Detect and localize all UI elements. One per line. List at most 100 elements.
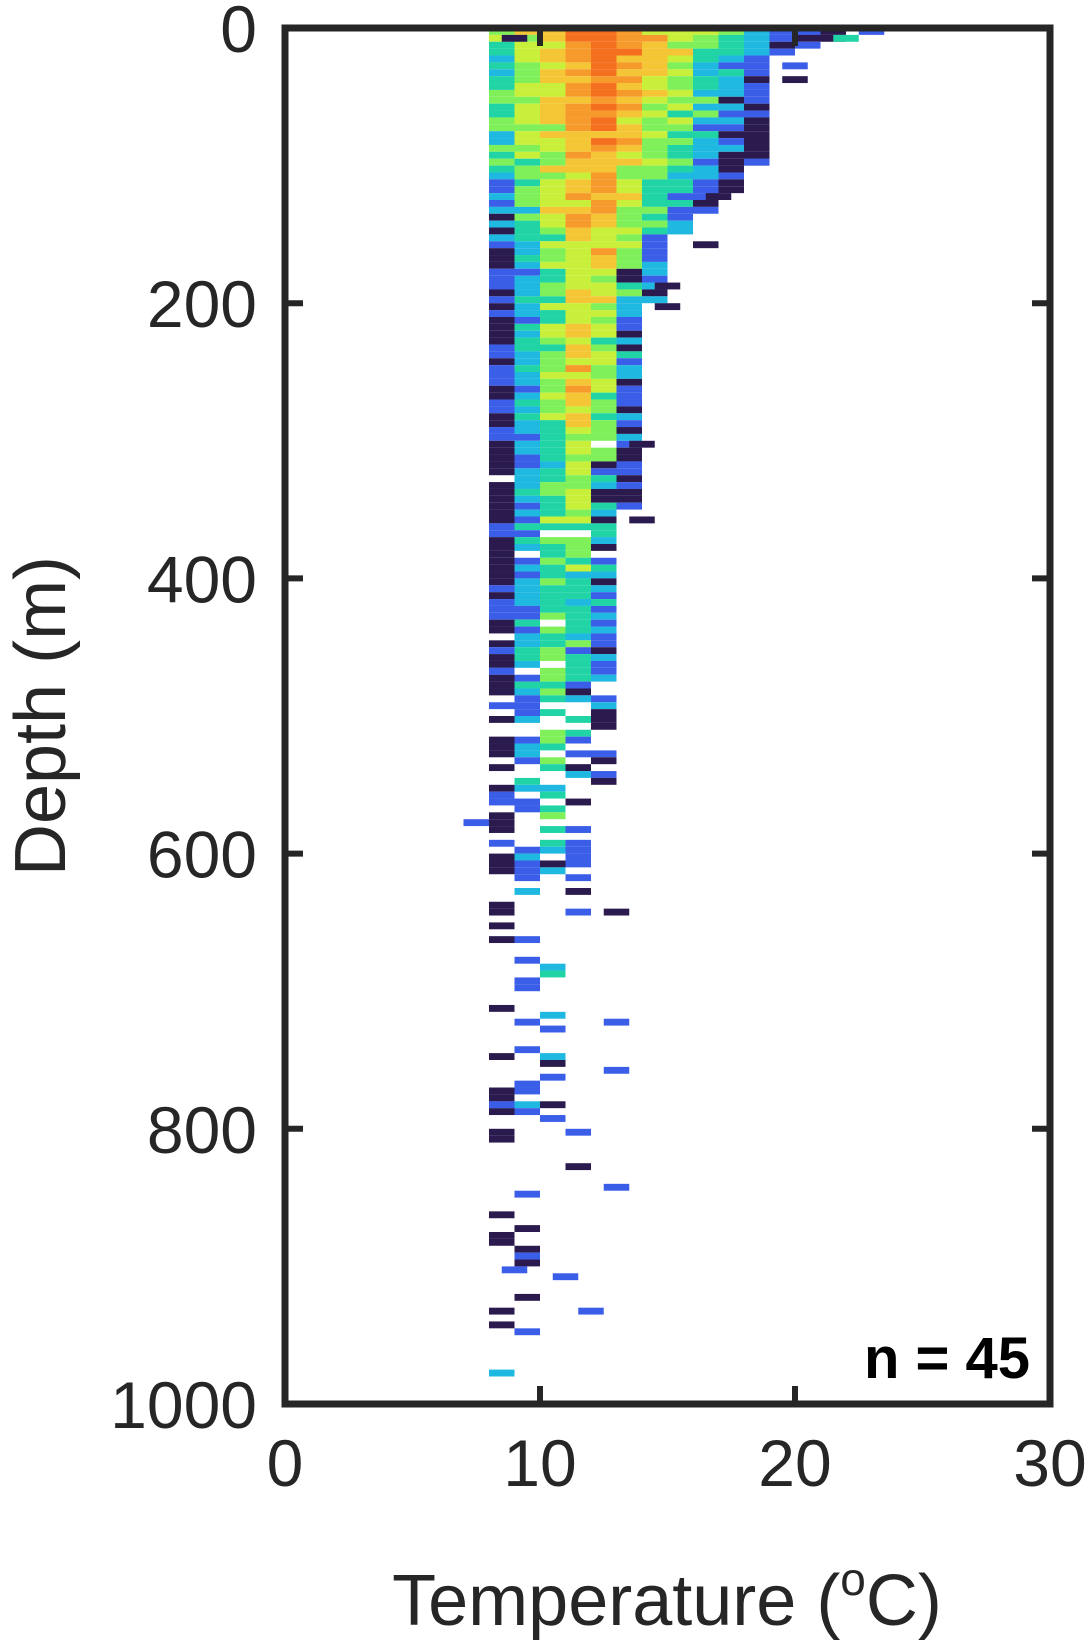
heatmap-cell xyxy=(514,131,540,139)
heatmap-cell xyxy=(667,220,693,228)
heatmap-cell xyxy=(514,482,540,489)
heatmap-cell xyxy=(540,358,566,366)
heatmap-cell xyxy=(616,275,642,283)
heatmap-cell xyxy=(565,592,591,600)
heatmap-cell xyxy=(540,585,566,593)
heatmap-cell xyxy=(565,771,591,778)
heatmap-cell xyxy=(667,48,693,56)
heatmap-cell xyxy=(718,103,744,111)
heatmap-cell xyxy=(565,516,591,524)
heatmap-cell xyxy=(693,69,719,77)
heatmap-cell xyxy=(591,757,617,765)
heatmap-cell xyxy=(693,83,719,90)
heatmap-cell xyxy=(540,461,566,469)
heatmap-cell xyxy=(514,385,540,393)
heatmap-cell xyxy=(616,330,642,338)
heatmap-cell xyxy=(616,365,642,372)
heatmap-cell xyxy=(744,124,770,132)
heatmap-cell xyxy=(540,193,566,200)
heatmap-cell xyxy=(565,83,591,90)
heatmap-cell xyxy=(514,956,540,964)
y-tick-label: 400 xyxy=(147,542,257,616)
heatmap-cell xyxy=(514,688,540,696)
heatmap-cell xyxy=(514,846,540,854)
heatmap-cell xyxy=(744,62,770,70)
heatmap-cell xyxy=(489,454,515,462)
heatmap-cell xyxy=(591,660,617,668)
heatmap-cell xyxy=(591,55,617,63)
heatmap-cell xyxy=(489,647,515,655)
heatmap-cell xyxy=(718,186,744,194)
heatmap-cell xyxy=(565,200,591,207)
heatmap-cell xyxy=(591,96,617,104)
heatmap-cell xyxy=(565,248,591,256)
heatmap-cell xyxy=(514,695,540,703)
heatmap-cell xyxy=(514,172,540,180)
heatmap-cell xyxy=(591,406,617,414)
heatmap-cell xyxy=(540,289,566,297)
heatmap-cell xyxy=(514,117,540,125)
heatmap-cell xyxy=(489,523,515,531)
heatmap-cell xyxy=(514,736,540,744)
heatmap-cell xyxy=(514,447,540,455)
heatmap-cell xyxy=(591,151,617,159)
heatmap-cell xyxy=(565,433,591,441)
y-tick-label: 600 xyxy=(147,818,257,892)
heatmap-cell xyxy=(540,303,566,311)
heatmap-cell xyxy=(591,103,617,111)
heatmap-cell xyxy=(514,750,540,758)
heatmap-cell xyxy=(514,468,540,476)
heatmap-cell xyxy=(514,599,540,606)
heatmap-cell xyxy=(489,158,515,166)
heatmap-cell xyxy=(616,310,642,317)
heatmap-cell xyxy=(514,255,540,262)
heatmap-cell xyxy=(616,433,642,441)
heatmap-cell xyxy=(540,633,566,641)
heatmap-cell xyxy=(514,1293,540,1301)
heatmap-cell xyxy=(514,193,540,200)
heatmap-cell xyxy=(514,537,540,544)
heatmap-cell xyxy=(642,34,668,42)
heatmap-cell xyxy=(514,633,540,641)
heatmap-cell xyxy=(591,523,617,531)
heatmap-cell xyxy=(591,316,617,324)
heatmap-cell xyxy=(489,234,515,242)
heatmap-cell xyxy=(591,138,617,145)
heatmap-cell xyxy=(565,172,591,180)
heatmap-cell xyxy=(642,144,668,152)
heatmap-cell xyxy=(591,213,617,221)
heatmap-cell xyxy=(565,124,591,132)
heatmap-cell xyxy=(514,248,540,256)
heatmap-cell xyxy=(565,144,591,152)
heatmap-cell xyxy=(489,819,515,827)
heatmap-cell xyxy=(489,337,515,345)
heatmap-cell xyxy=(540,316,566,324)
heatmap-cell xyxy=(540,34,566,42)
heatmap-cell xyxy=(489,413,515,421)
heatmap-cell xyxy=(540,667,566,675)
heatmap-cell xyxy=(565,488,591,496)
heatmap-cell xyxy=(616,48,642,56)
heatmap-cell xyxy=(540,1011,566,1019)
heatmap-cell xyxy=(693,34,719,42)
heatmap-cell xyxy=(591,654,617,661)
heatmap-cell xyxy=(514,936,540,944)
heatmap-cell xyxy=(642,220,668,228)
heatmap-cell xyxy=(591,158,617,166)
heatmap-cell xyxy=(782,62,808,70)
heatmap-cell xyxy=(489,550,515,558)
heatmap-cell xyxy=(654,303,681,311)
heatmap-cell xyxy=(744,138,770,145)
heatmap-cell xyxy=(591,206,617,214)
heatmap-cell xyxy=(540,1101,566,1109)
x-axis-label-suffix: C) xyxy=(866,1561,942,1641)
heatmap-cell xyxy=(565,96,591,104)
heatmap-cell xyxy=(489,557,515,565)
heatmap-cell xyxy=(540,736,566,744)
heatmap-cell xyxy=(591,330,617,338)
heatmap-cell xyxy=(540,970,566,978)
heatmap-cell xyxy=(565,544,591,551)
heatmap-cell xyxy=(514,654,540,661)
heatmap-cell xyxy=(514,523,540,531)
heatmap-cell xyxy=(603,1066,630,1074)
